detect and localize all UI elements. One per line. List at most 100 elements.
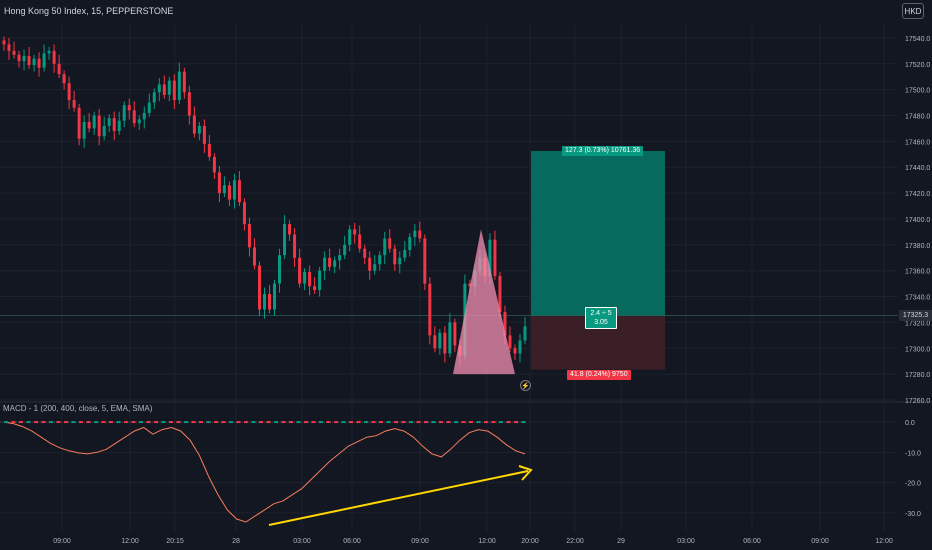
lightning-icon[interactable]: ⚡ [520,380,531,391]
candle-body [318,270,322,291]
price-tick-label: 17440.0 [905,165,930,172]
time-tick-label: 03:00 [677,538,695,545]
macd-histogram-bar [514,421,518,424]
macd-line [3,421,526,523]
macd-histogram-bar [281,421,286,424]
candle-body [17,54,21,62]
candle-body [182,71,186,93]
candle-body [398,257,402,265]
candle-body [433,335,437,349]
candle-body [413,230,417,238]
candle-body [117,120,121,132]
macd-histogram-bar [176,421,181,424]
candle-body [388,238,392,249]
candle-body [298,257,302,284]
macd-histogram-bar [394,421,398,424]
macd-histogram-bar [206,421,211,424]
macd-histogram-bar [506,421,511,424]
macd-pane [0,421,533,526]
macd-histogram-bar [304,421,308,424]
price-tick-label: 17280.0 [905,372,930,379]
triangle-pattern[interactable] [453,229,515,375]
macd-histogram-bar [199,421,203,424]
candle-body [247,224,251,248]
candle-body [142,112,146,120]
candle-body [207,143,211,157]
macd-histogram-bar [131,421,136,424]
macd-histogram-bar [4,421,8,424]
macd-histogram-bar [334,421,338,424]
candle-body [418,230,422,239]
candle-body [232,180,236,200]
time-tick-label: 20:15 [166,538,184,545]
macd-histogram-bar [409,421,413,424]
candle-body [403,250,407,258]
time-axis[interactable]: 09:00 12:00 20:15 28 03:00 06:00 09:00 12:00 20:… [53,538,893,545]
candle-body [383,238,387,256]
candle-body [77,107,81,139]
macd-histogram-bar [491,421,496,424]
macd-histogram-bar [49,421,53,424]
price-axis[interactable]: 17540.0 17520.0 17500.0 17480.0 17460.0 17440… [905,36,930,518]
macd-histogram-bar [484,421,488,424]
candle-body [518,340,522,354]
candle-body [62,74,66,84]
candle-body [202,125,206,144]
candle-body [2,40,6,45]
candle-body [503,312,507,336]
candle-body [72,100,76,108]
macd-histogram-bar [154,421,158,424]
divergence-arrowhead [518,465,533,481]
candle-body [348,229,352,245]
time-tick-label: 12:00 [478,538,496,545]
macd-indicator-label[interactable]: MACD - 1 (200, 400, close, 5, EMA, SMA) [3,404,153,413]
macd-tick-label: -10.0 [905,450,921,457]
macd-histogram-bar [236,421,241,424]
candle-body [303,271,307,284]
candle-body [137,119,141,124]
symbol-title[interactable]: Hong Kong 50 Index, 15, PEPPERSTONE [4,6,174,16]
time-tick-label: 09:00 [411,538,429,545]
candle-body [127,105,131,111]
candle-body [177,71,181,100]
macd-histogram-bar [19,421,23,424]
candle-body [152,92,156,103]
price-tick-label: 17300.0 [905,346,930,353]
candle-body [197,125,201,134]
candle-body [513,348,517,354]
candle-body [468,283,472,287]
candle-body [252,247,256,266]
risk-reward-line1: 2.4 ÷ 5 [590,310,612,317]
time-tick-label: 12:00 [121,538,139,545]
price-tick-label: 17540.0 [905,36,930,43]
macd-histogram-bar [446,421,451,424]
target-zone [531,150,665,316]
candle-body [27,56,31,66]
price-tick-label: 17320.0 [905,320,930,327]
price-tick-label: 17460.0 [905,139,930,146]
currency-button[interactable]: HKD [902,3,924,19]
candle-body [493,239,497,276]
candle-body [443,332,447,354]
time-tick-label: 20:00 [521,538,539,545]
macd-histogram-bar [274,421,278,424]
macd-histogram-bar [124,421,128,424]
macd-histogram-bar [319,421,323,424]
candle-body [167,80,171,95]
macd-histogram-bar [251,421,256,424]
price-tick-label: 17260.0 [905,398,930,405]
price-tick-label: 17360.0 [905,269,930,276]
candle-body [368,257,372,271]
candle-body [438,332,442,349]
candle-body [313,286,317,291]
macd-histogram-bar [431,421,436,424]
macd-histogram-bar [184,421,188,424]
candle-body [242,202,246,225]
macd-histogram-bar [101,421,106,424]
candle-body [97,115,101,137]
candle-body [408,237,412,250]
macd-histogram-bar [94,421,98,424]
macd-histogram-bar [116,421,121,424]
candle-body [227,185,231,200]
